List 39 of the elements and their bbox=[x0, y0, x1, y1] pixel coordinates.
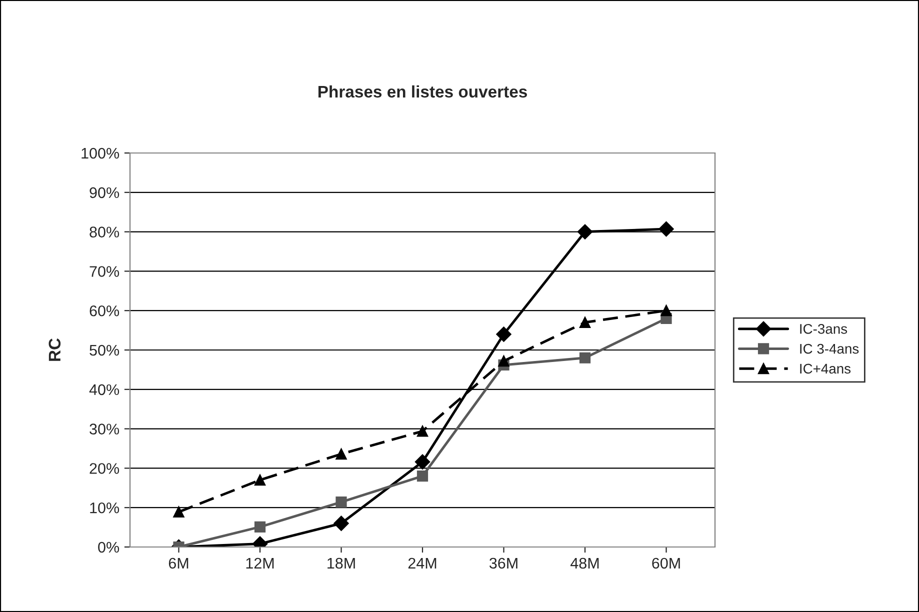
point bbox=[416, 426, 428, 437]
point bbox=[173, 506, 184, 518]
y-tick-label: 60% bbox=[90, 305, 120, 316]
legend-label: IC+4ans bbox=[800, 364, 851, 374]
y-tick-label: 80% bbox=[90, 226, 120, 238]
point bbox=[658, 221, 674, 237]
y-tick-label: 0% bbox=[98, 542, 120, 553]
x-tick-label: 48M bbox=[570, 558, 599, 569]
x-tick-label: 60M bbox=[652, 558, 680, 569]
y-tick-label: 30% bbox=[90, 424, 120, 434]
point bbox=[579, 352, 591, 364]
point bbox=[577, 224, 593, 240]
legend-label: IC 3-4ans bbox=[800, 344, 859, 354]
x-tick-label: 24M bbox=[408, 558, 436, 568]
point bbox=[579, 316, 591, 328]
y-tick-label: 100% bbox=[82, 148, 120, 159]
y-tick-label: 70% bbox=[90, 266, 120, 277]
legend-label: IC-3ans bbox=[800, 324, 848, 334]
point bbox=[254, 521, 266, 532]
x-tick-label: 12M bbox=[246, 558, 274, 568]
y-tick-label: 40% bbox=[89, 384, 120, 396]
y-tick-label: 10% bbox=[90, 502, 120, 514]
point bbox=[498, 355, 510, 367]
point bbox=[336, 496, 347, 508]
point bbox=[496, 326, 512, 342]
x-tick-label: 36M bbox=[489, 558, 518, 569]
x-tick-label: 6M bbox=[168, 558, 188, 569]
y-tick-label: 90% bbox=[90, 187, 120, 198]
point bbox=[336, 448, 347, 460]
point bbox=[334, 516, 349, 531]
point bbox=[254, 474, 266, 486]
point bbox=[416, 470, 428, 482]
point bbox=[414, 454, 430, 470]
y-tick-label: 50% bbox=[90, 344, 120, 356]
chart-title: Phrases en listes ouvertes bbox=[318, 85, 527, 98]
x-tick-label: 18M bbox=[328, 558, 355, 569]
y-axis-title: RC bbox=[48, 338, 61, 361]
y-tick-label: 20% bbox=[90, 463, 120, 474]
point bbox=[660, 305, 672, 316]
